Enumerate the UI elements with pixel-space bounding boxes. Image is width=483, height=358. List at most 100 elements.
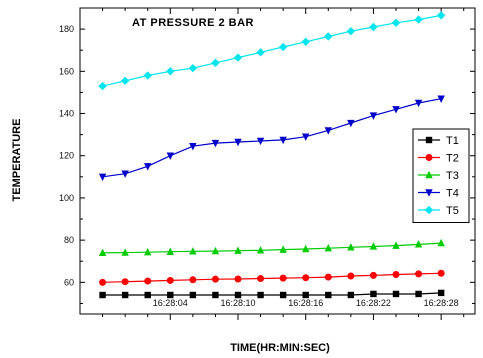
data-point-t1 bbox=[347, 291, 355, 299]
x-axis-title: TIME(HR:MIN:SEC) bbox=[230, 342, 330, 354]
data-point-t4 bbox=[121, 170, 129, 178]
data-point-t1 bbox=[212, 291, 219, 299]
data-point-t1 bbox=[144, 291, 151, 299]
data-point-t2 bbox=[189, 276, 197, 284]
legend-box bbox=[412, 128, 470, 223]
data-point-t5 bbox=[166, 67, 175, 76]
data-point-t5 bbox=[346, 27, 356, 36]
data-point-t4 bbox=[234, 138, 242, 147]
data-point-t2 bbox=[369, 271, 377, 279]
data-point-t5 bbox=[436, 11, 446, 20]
data-point-t2 bbox=[99, 278, 107, 286]
data-point-t3 bbox=[414, 240, 423, 248]
data-point-t2 bbox=[121, 278, 129, 286]
data-point-t5 bbox=[301, 37, 310, 46]
data-point-t4 bbox=[98, 173, 107, 182]
data-point-t2 bbox=[144, 277, 152, 285]
y-tick-label: 180 bbox=[59, 24, 74, 34]
data-point-t3 bbox=[166, 247, 174, 255]
data-point-t3 bbox=[121, 248, 129, 256]
plot-area: 60 80 100 120 140 160 180 16:28:04 16:28:10 16:28… bbox=[59, 7, 476, 320]
y-tick-label: 60 bbox=[64, 277, 74, 287]
data-point-t4 bbox=[347, 119, 355, 128]
x-tick-label: 16:28:04 bbox=[153, 298, 188, 308]
legend-marker-t4 bbox=[425, 189, 433, 197]
data-point-t1 bbox=[279, 291, 287, 299]
x-tick-label: 16:28:16 bbox=[288, 298, 323, 308]
data-point-t3 bbox=[347, 243, 355, 251]
data-point-t3 bbox=[144, 247, 152, 256]
data-point-t1 bbox=[167, 291, 174, 299]
data-point-t1 bbox=[370, 290, 377, 298]
data-point-t5 bbox=[143, 71, 152, 80]
series-line-t1 bbox=[102, 292, 442, 296]
data-point-t4 bbox=[211, 139, 220, 148]
legend-label-t5: T5 bbox=[446, 205, 459, 217]
data-point-t1 bbox=[302, 291, 309, 299]
data-point-t1 bbox=[257, 291, 264, 299]
y-tick-label: 140 bbox=[59, 109, 74, 119]
data-point-t3 bbox=[437, 238, 445, 247]
legend-marker-t3 bbox=[425, 170, 433, 179]
data-point-t4 bbox=[369, 112, 378, 120]
data-point-t1 bbox=[392, 290, 400, 298]
data-point-t3 bbox=[256, 246, 265, 254]
data-point-t1 bbox=[99, 291, 106, 299]
data-point-t4 bbox=[166, 152, 174, 160]
data-point-t4 bbox=[324, 127, 332, 135]
y-tick-label: 80 bbox=[64, 235, 74, 245]
data-point-t2 bbox=[166, 276, 174, 284]
data-point-t5 bbox=[391, 18, 401, 27]
data-point-t5 bbox=[211, 58, 220, 68]
series-line-t2 bbox=[102, 272, 442, 283]
data-point-t2 bbox=[324, 273, 332, 281]
legend-label-t2: T2 bbox=[446, 153, 459, 165]
data-point-t3 bbox=[392, 241, 400, 249]
data-point-t3 bbox=[234, 246, 242, 254]
data-point-t5 bbox=[256, 48, 265, 57]
y-tick-label: 160 bbox=[59, 66, 74, 76]
plot-frame bbox=[79, 7, 476, 315]
data-point-t5 bbox=[278, 42, 288, 52]
x-tick-label: 16:28:28 bbox=[424, 298, 459, 308]
legend: T1 T2 T3 T4 T5 bbox=[412, 128, 470, 223]
legend-label-t1: T1 bbox=[446, 135, 459, 147]
series-line-t4 bbox=[102, 98, 442, 178]
data-point-t2 bbox=[437, 269, 445, 277]
data-point-t2 bbox=[257, 275, 265, 283]
series-line-t5 bbox=[102, 14, 442, 87]
data-point-t1 bbox=[121, 291, 129, 299]
data-point-t2 bbox=[279, 274, 287, 282]
data-point-t4 bbox=[189, 143, 197, 151]
data-point-t3 bbox=[211, 246, 220, 255]
data-point-t1 bbox=[325, 291, 332, 299]
series-line-t3 bbox=[102, 242, 442, 254]
data-point-t4 bbox=[144, 163, 152, 171]
y-axis-title: TEMPERATURE bbox=[11, 119, 23, 202]
chart-title: AT PRESSURE 2 BAR bbox=[132, 17, 254, 29]
data-point-t5 bbox=[120, 76, 130, 86]
data-point-t2 bbox=[234, 275, 242, 283]
data-point-t5 bbox=[233, 53, 243, 62]
data-point-t2 bbox=[392, 271, 400, 279]
data-point-t5 bbox=[324, 32, 333, 41]
legend-label-t4: T4 bbox=[446, 188, 459, 200]
y-tick-label: 120 bbox=[59, 151, 74, 161]
data-point-t4 bbox=[302, 133, 310, 141]
data-point-t1 bbox=[189, 291, 197, 299]
data-point-t5 bbox=[188, 63, 198, 73]
data-point-t2 bbox=[415, 270, 423, 278]
x-tick-label: 16:28:10 bbox=[220, 298, 255, 308]
data-point-t3 bbox=[369, 242, 378, 250]
data-point-t5 bbox=[369, 22, 378, 32]
data-point-t3 bbox=[302, 244, 310, 253]
data-point-t2 bbox=[302, 274, 310, 282]
data-point-t1 bbox=[234, 291, 242, 299]
data-point-t3 bbox=[279, 245, 287, 253]
y-tick-label: 100 bbox=[59, 193, 74, 203]
x-tick-label: 16:28:22 bbox=[356, 298, 391, 308]
data-point-t5 bbox=[98, 81, 107, 91]
data-point-t4 bbox=[392, 106, 400, 114]
data-point-t1 bbox=[415, 290, 422, 298]
data-point-t4 bbox=[437, 95, 445, 103]
